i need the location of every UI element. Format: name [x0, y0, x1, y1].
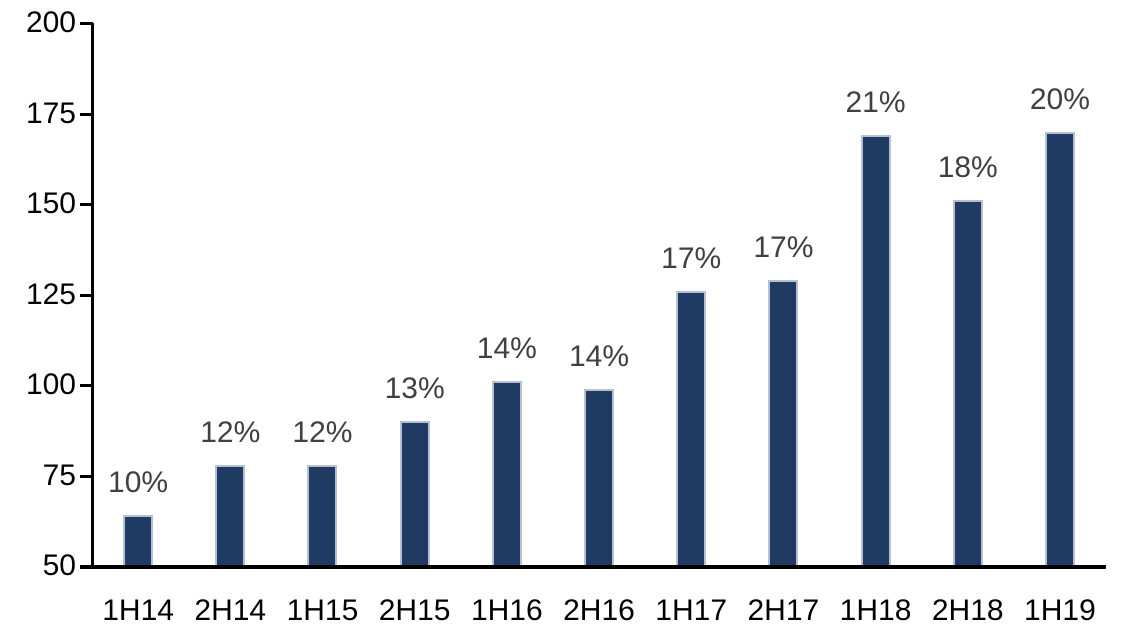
y-tick-label: 75	[42, 458, 76, 492]
bar-value-label: 18%	[937, 151, 998, 185]
y-tick	[80, 112, 93, 116]
bar-value-label: 14%	[568, 339, 630, 373]
y-tick-label: 200	[25, 6, 76, 39]
y-tick-label: 175	[25, 96, 76, 130]
bar-2H17	[768, 280, 799, 566]
bar-value-label: 14%	[476, 332, 537, 366]
x-category-label: 2H17	[747, 594, 820, 627]
bar-2H18	[952, 200, 983, 566]
x-axis-line	[80, 565, 1106, 569]
y-tick-label: 50	[42, 549, 76, 582]
y-tick	[80, 203, 93, 206]
x-category-label: 2H15	[378, 594, 451, 627]
x-category-label: 2H16	[563, 594, 635, 627]
bar-1H14	[123, 515, 154, 566]
bar-value-label: 17%	[753, 231, 814, 265]
x-category-label: 1H18	[839, 594, 912, 627]
x-category-label: 1H15	[286, 594, 359, 627]
bar-value-label: 17%	[661, 241, 722, 275]
y-tick-label: 150	[25, 187, 76, 220]
x-category-label: 1H17	[655, 594, 728, 627]
y-axis-line	[91, 23, 94, 569]
x-category-label: 1H16	[470, 594, 543, 627]
bar-1H15	[307, 464, 338, 566]
x-category-label: 2H14	[194, 594, 267, 627]
bar-value-label: 21%	[845, 86, 906, 120]
bar-1H16	[491, 381, 522, 566]
x-category-label: 2H18	[931, 594, 1004, 627]
bar-value-label: 12%	[292, 415, 353, 449]
bar-value-label: 20%	[1029, 82, 1090, 116]
bar-1H18	[860, 135, 891, 566]
x-category-label: 1H14	[102, 594, 174, 627]
bar-1H17	[676, 290, 707, 566]
y-tick-label: 125	[25, 277, 76, 311]
bar-value-label: 13%	[384, 372, 445, 406]
bar-2H14	[215, 464, 246, 566]
y-tick-label: 100	[25, 368, 76, 401]
y-tick	[80, 384, 93, 387]
x-category-label: 1H19	[1024, 594, 1096, 627]
y-tick	[80, 22, 93, 25]
bar-2H16	[584, 388, 614, 566]
bar-value-label: 12%	[200, 415, 261, 449]
bar-value-label: 10%	[108, 466, 169, 500]
bar-2H15	[399, 421, 430, 566]
y-tick	[80, 474, 93, 478]
y-tick	[80, 293, 93, 297]
bar-1H19	[1044, 131, 1075, 566]
